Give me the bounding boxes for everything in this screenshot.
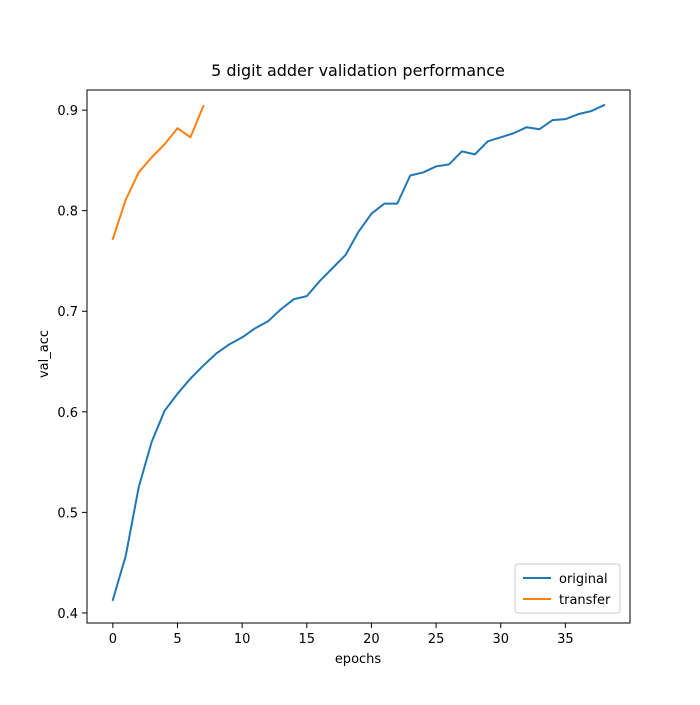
legend: original transfer [514, 563, 621, 614]
plot-area: 0 5 10 15 20 25 30 35 0.4 0.5 0.6 0.7 0.8 0.9 [57, 89, 631, 647]
legend-box [514, 563, 621, 614]
axes-frame [86, 89, 631, 624]
y-tick-label: 0.6 [57, 406, 78, 421]
legend-label-transfer: transfer [559, 593, 611, 608]
series-line-transfer [111, 104, 205, 241]
x-tick-label: 15 [299, 632, 316, 647]
y-tick-label: 0.9 [57, 104, 78, 119]
y-tick-label: 0.7 [57, 305, 78, 320]
x-tick-label: 5 [173, 632, 181, 647]
y-tick-label: 0.5 [57, 506, 78, 521]
y-tick-label: 0.8 [57, 205, 78, 220]
chart-title: 5 digit adder validation performance [211, 61, 505, 80]
x-tick-label: 30 [492, 632, 509, 647]
series-line-original [111, 103, 606, 602]
x-tick-label: 20 [363, 632, 380, 647]
legend-label-original: original [559, 572, 608, 587]
x-tick-label: 10 [234, 632, 251, 647]
y-axis-label: val_acc [37, 330, 52, 378]
x-tick-label: 0 [109, 632, 117, 647]
x-tick-label: 35 [557, 632, 574, 647]
x-axis-label: epochs [335, 652, 382, 667]
x-tick-label: 25 [428, 632, 445, 647]
y-tick-label: 0.4 [57, 607, 78, 622]
